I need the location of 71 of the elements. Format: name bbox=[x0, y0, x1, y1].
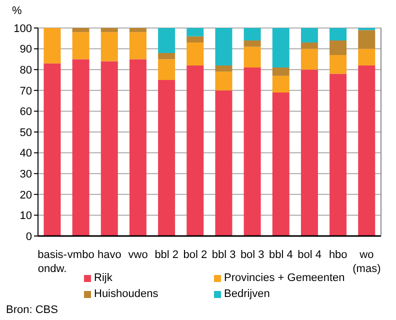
y-tick-label: 40 bbox=[20, 148, 32, 160]
bar bbox=[330, 40, 347, 56]
x-tick-label: vmbo bbox=[67, 249, 94, 261]
x-tick-label: havo bbox=[98, 249, 122, 261]
x-tick-label: bol 4 bbox=[298, 249, 322, 261]
y-axis-title: % bbox=[12, 5, 22, 17]
bar bbox=[72, 28, 90, 32]
y-tick-label: 70 bbox=[20, 85, 32, 98]
y-tick-label: 80 bbox=[20, 64, 32, 77]
bar bbox=[244, 28, 261, 40]
y-tick-label: 0 bbox=[26, 230, 32, 243]
bar bbox=[44, 63, 61, 236]
bar bbox=[186, 36, 204, 43]
bar bbox=[272, 76, 290, 92]
bar bbox=[272, 92, 290, 236]
y-tick-label: 90 bbox=[20, 44, 32, 56]
bar bbox=[215, 72, 232, 90]
bar bbox=[358, 48, 376, 66]
bar bbox=[129, 28, 146, 32]
x-tick-label: wo (mas) bbox=[352, 249, 381, 275]
bar bbox=[244, 68, 261, 236]
y-tick-label: 60 bbox=[20, 106, 32, 118]
bar bbox=[330, 74, 347, 236]
x-tick-label: bol 3 bbox=[240, 249, 264, 261]
x-tick-label: vwo bbox=[128, 249, 148, 261]
legend-label: Provincies + Gemeenten bbox=[224, 272, 345, 284]
bar bbox=[158, 59, 176, 80]
bar bbox=[330, 28, 347, 40]
y-tick-label: 20 bbox=[20, 189, 32, 202]
x-tick-label: basis- ondw. bbox=[38, 249, 68, 275]
bar bbox=[100, 61, 118, 236]
x-tick-label: bbl 4 bbox=[269, 249, 293, 261]
y-tick-label: 100 bbox=[14, 22, 32, 35]
bar bbox=[300, 28, 318, 43]
bar bbox=[129, 59, 146, 236]
bar bbox=[358, 65, 376, 236]
bar bbox=[158, 28, 176, 53]
bar bbox=[186, 42, 204, 66]
y-tick-label: 50 bbox=[20, 126, 32, 139]
bar bbox=[186, 65, 204, 236]
bar bbox=[100, 32, 118, 62]
x-tick-label: bbl 3 bbox=[212, 249, 236, 261]
y-tick-label: 10 bbox=[20, 210, 32, 222]
legend-label: Rijk bbox=[94, 272, 112, 284]
bar bbox=[186, 28, 204, 36]
bar bbox=[44, 28, 61, 64]
y-tick-label: 30 bbox=[20, 168, 32, 181]
bar bbox=[158, 52, 176, 60]
bar bbox=[72, 32, 90, 60]
bar bbox=[244, 46, 261, 68]
bar bbox=[300, 70, 318, 236]
bar bbox=[100, 28, 118, 32]
bar bbox=[272, 28, 290, 68]
x-tick-label: bbl 2 bbox=[154, 249, 179, 261]
bar bbox=[215, 90, 232, 236]
x-tick-label: hbo bbox=[328, 249, 348, 261]
bar bbox=[300, 42, 318, 49]
text: Bron: CBS bbox=[6, 304, 58, 316]
legend-label: Bedrijven bbox=[224, 288, 270, 300]
bar bbox=[244, 40, 261, 47]
legend-label: Huishoudens bbox=[94, 288, 158, 300]
bar bbox=[129, 32, 146, 60]
bar bbox=[272, 68, 290, 76]
bar bbox=[330, 55, 347, 74]
x-tick-label: bol 2 bbox=[183, 249, 208, 261]
bar bbox=[215, 28, 232, 66]
bar bbox=[358, 30, 376, 49]
bar bbox=[215, 65, 232, 72]
bar bbox=[72, 59, 90, 236]
bar bbox=[300, 48, 318, 70]
bar bbox=[158, 80, 176, 236]
